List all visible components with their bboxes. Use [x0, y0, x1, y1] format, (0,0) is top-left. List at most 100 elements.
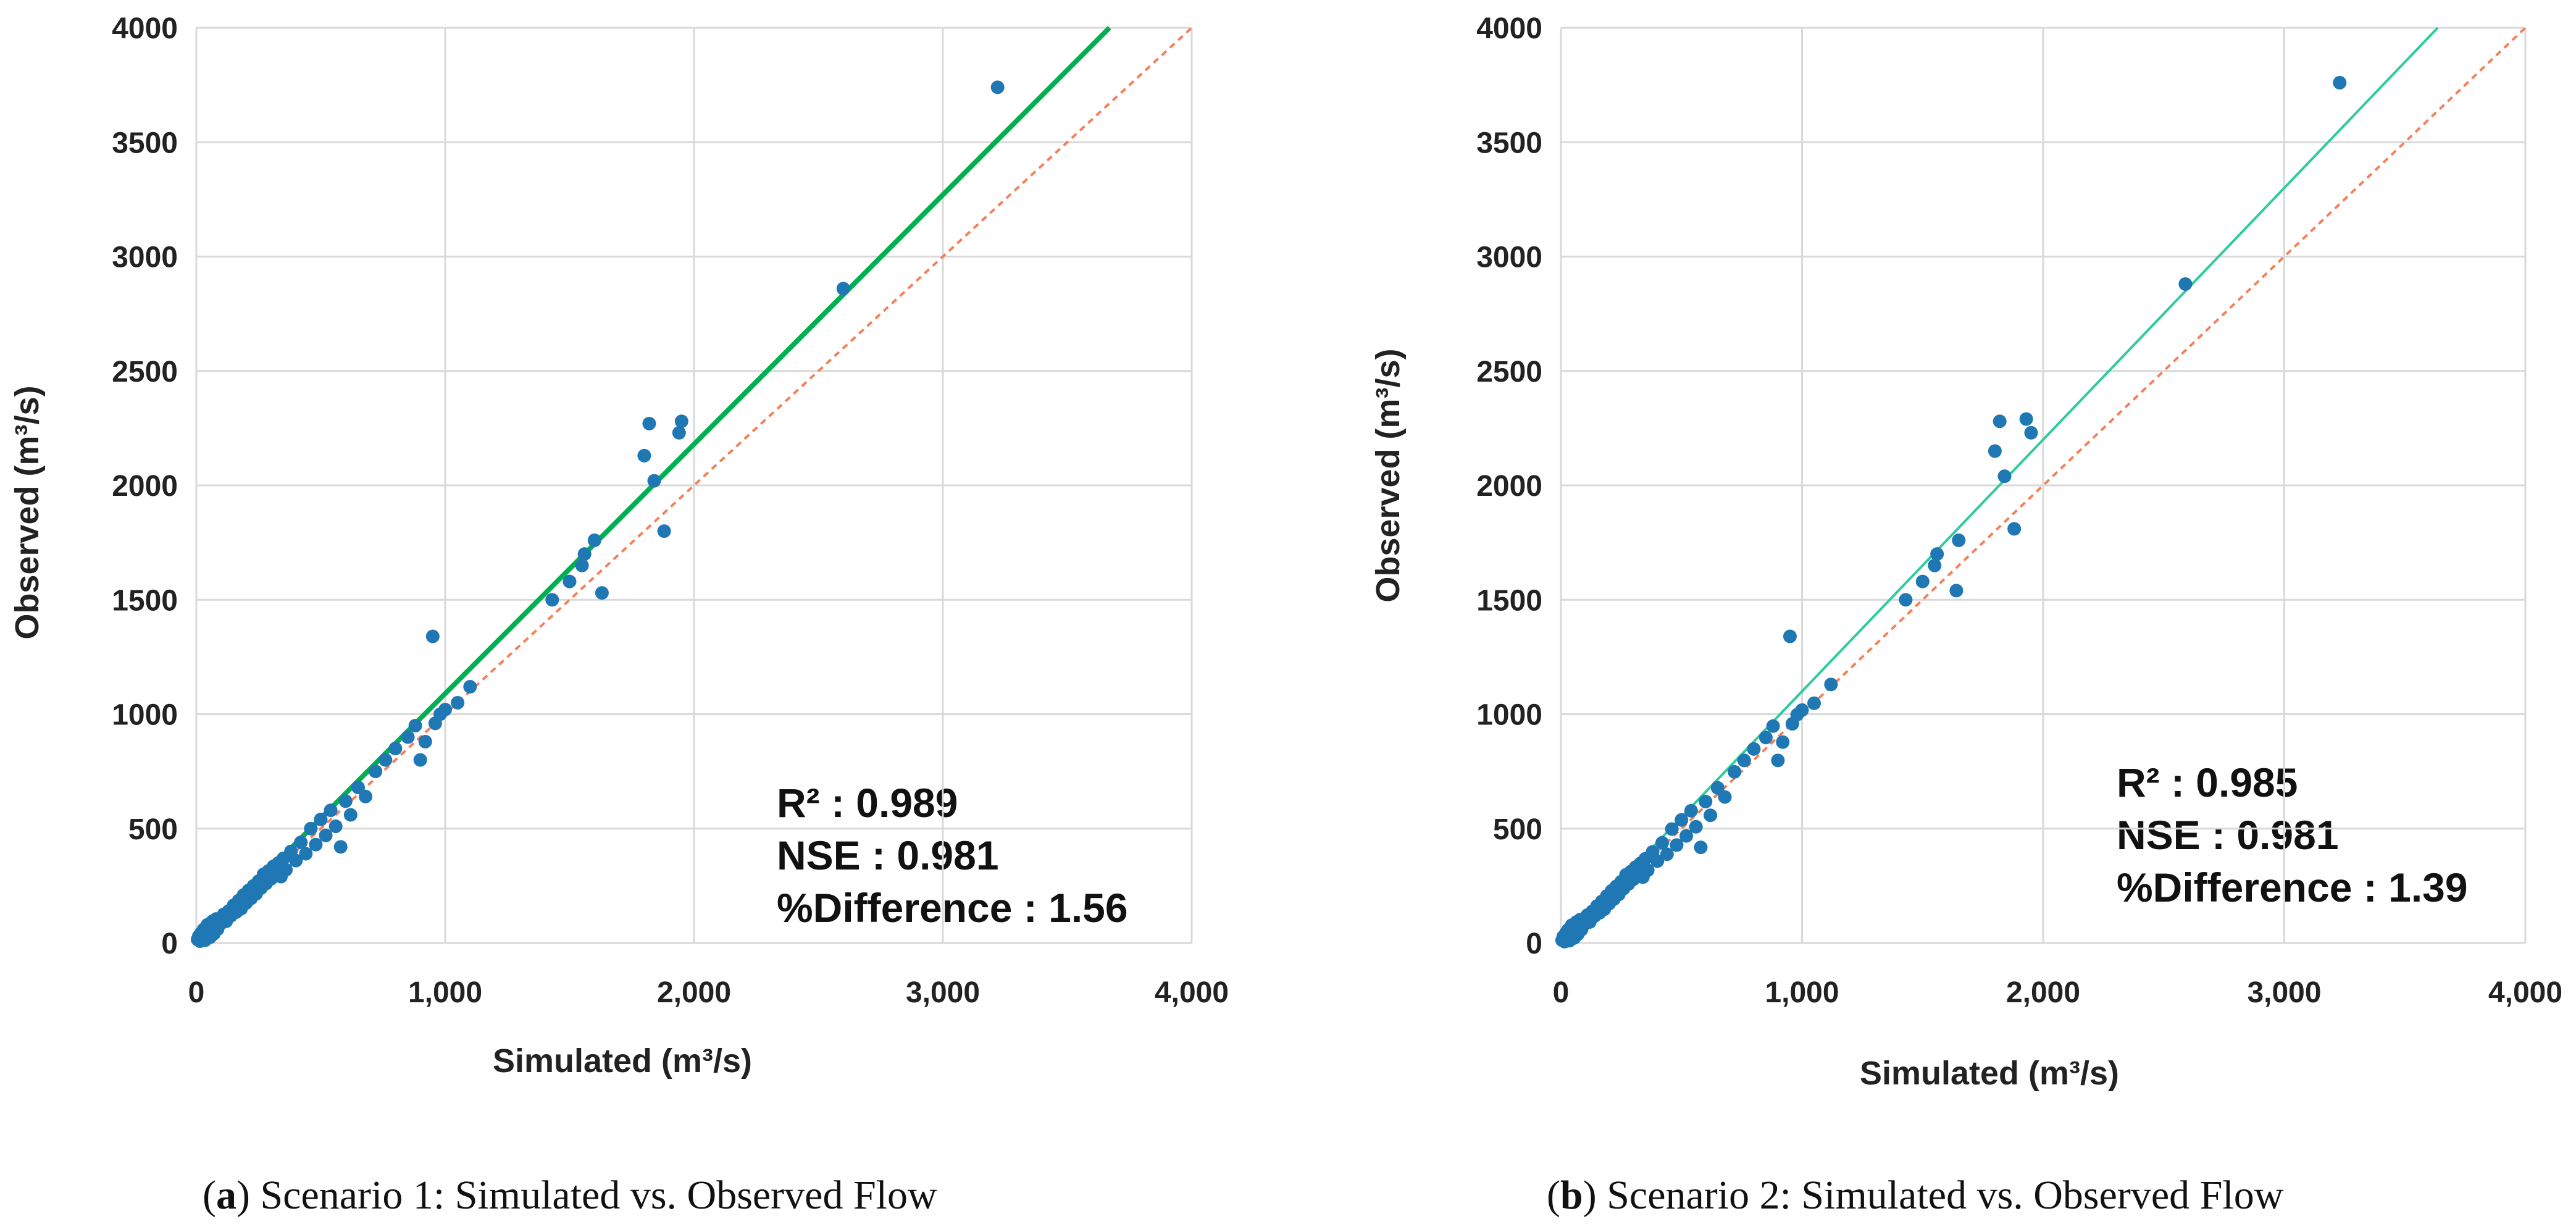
panel-a-data-point	[388, 742, 403, 756]
panel-b-fit-line	[1560, 27, 2439, 944]
panel-b-data-point	[1776, 735, 1790, 749]
panel-a-data-point	[990, 80, 1005, 94]
panel-b-data-point	[1710, 781, 1725, 795]
panel-a-data-point	[328, 819, 343, 834]
panel-b-y-tick-label: 3000	[1476, 241, 1542, 274]
panel-b-data-point	[2333, 75, 2347, 90]
panel-a-data-point	[425, 629, 440, 643]
panel-b-nse-stat: NSE : 0.981	[2117, 812, 2339, 858]
panel-b-x-tick-label: 1,000	[1765, 976, 1839, 1009]
panel-a-data-point	[333, 840, 348, 854]
panel-a-data-point	[463, 680, 477, 694]
panel-b-data-point	[1988, 444, 2002, 458]
panel-b-data-point	[1737, 753, 1751, 768]
panel-a-caption-text: Scenario 1: Simulated vs. Observed Flow	[260, 1173, 937, 1218]
panel-a-data-point	[647, 474, 661, 488]
panel-a-x-tick-label: 4,000	[1155, 976, 1229, 1009]
panel-b-data-point	[1783, 629, 1797, 643]
panel-a-x-tick-label: 0	[188, 976, 205, 1009]
panel-a-data-point	[545, 593, 559, 607]
panel-b-data-point	[1949, 584, 1963, 598]
panel-a-x-tick-label: 2,000	[657, 976, 731, 1009]
panel-a-data-point	[418, 734, 432, 748]
panel-a-data-point	[319, 828, 333, 842]
panel-a-data-point	[438, 703, 452, 717]
panel-a-x-tick-label: 1,000	[408, 976, 482, 1009]
panel-b-data-point	[1694, 840, 1708, 855]
panel-a-data-point	[595, 586, 609, 600]
panel-b-data-point	[1993, 414, 2007, 429]
panel-a-data-point	[674, 414, 688, 429]
panel-b-data-point	[1997, 469, 2012, 484]
panel-b-data-point	[1824, 677, 1838, 692]
panel-a-caption-letter: a	[216, 1173, 236, 1218]
panel-a-data-point	[343, 808, 358, 822]
panel-b-data-point	[1675, 813, 1689, 827]
panel-a-data-point	[401, 730, 415, 744]
panel-a-data-point	[351, 781, 365, 795]
panel-a-y-tick-label: 2500	[112, 356, 178, 388]
panel-b-x-axis-label: Simulated (m³/s)	[1860, 1055, 2119, 1092]
panel-a-data-point	[304, 821, 318, 836]
panel-a-data-point	[378, 753, 393, 767]
panel-b-data-point	[1704, 808, 1718, 823]
panel-b-data-point	[1684, 803, 1698, 818]
panel-a-y-tick-label: 1000	[112, 699, 178, 732]
panel-b-y-tick-label: 500	[1493, 813, 1542, 846]
panel-b-data-point	[1650, 854, 1665, 868]
panel-b-difference-stat: %Difference : 1.39	[2117, 865, 2468, 910]
panel-a-y-tick-label: 1500	[112, 584, 178, 617]
panel-a-data-point	[369, 765, 383, 779]
panel-a-y-axis-label: Observed (m³/s)	[9, 385, 46, 639]
panel-a-y-tick-label: 4000	[112, 12, 178, 45]
panel-b-y-tick-label: 3500	[1476, 127, 1542, 159]
panel-b-data-point	[1771, 753, 1785, 768]
panel-b-data-point	[1670, 838, 1684, 852]
panel-b-data-point	[1655, 836, 1670, 850]
panel-b-data-point	[2024, 425, 2038, 440]
panel-b-data-point	[2007, 522, 2022, 536]
panel-b-data-point	[1660, 847, 1674, 861]
panel-b-data-point	[1930, 547, 1944, 561]
panel-b-data-point	[1807, 696, 1821, 710]
panel-a-data-point	[359, 789, 373, 803]
panel-a-y-tick-label: 3500	[112, 127, 178, 159]
panel-b-data-point	[1641, 863, 1655, 878]
plot-layer: 0 500 1000 1500 2000 2500 3000 3500 4000 0 1,000 2,…	[112, 12, 2562, 1009]
panel-b-y-tick-label: 2000	[1476, 470, 1542, 503]
panel-a-data-point	[562, 574, 577, 589]
panel-b-data-point	[1766, 719, 1780, 733]
panel-b-data-point	[1915, 574, 1930, 589]
panel-a-data-point	[289, 853, 303, 868]
panel-a-data-point	[657, 524, 671, 538]
panel-b-y-tick-label: 1500	[1476, 584, 1542, 617]
panel-b-data-point	[1689, 819, 1703, 834]
panel-b-x-tick-label: 4,000	[2488, 976, 2562, 1009]
panel-b-data-point	[1728, 765, 1742, 779]
panel-a-data-point	[637, 448, 651, 463]
panel-b-data-point	[1665, 822, 1679, 836]
panel-b-x-tick-label: 3,000	[2247, 976, 2321, 1009]
panel-a-data-point	[299, 847, 313, 861]
panel-a-data-point	[294, 835, 308, 849]
panel-b-caption: (b) Scenario 2: Simulated vs. Observed F…	[1547, 1173, 2284, 1218]
panel-a-data-point	[642, 416, 656, 430]
panel-a-r2-stat: R² : 0.989	[777, 780, 958, 826]
panel-a-data-point	[309, 837, 323, 852]
panel-b-x-tick-label: 2,000	[2006, 976, 2080, 1009]
panel-b-y-tick-label: 0	[1526, 928, 1542, 960]
panel-a-y-tick-label: 0	[161, 928, 178, 960]
panel-b-data-point	[1795, 703, 1809, 717]
panel-a-y-tick-label: 3000	[112, 241, 178, 274]
panel-b-data-point	[1899, 593, 1913, 607]
panel-b-r2-stat: R² : 0.985	[2117, 760, 2298, 805]
panel-a-data-point	[314, 812, 328, 826]
panel-b-data-point	[1699, 795, 1713, 809]
panel-a-data-point	[279, 863, 293, 877]
panel-b-data-point	[1758, 731, 1773, 745]
panel-b-data-point	[1679, 829, 1694, 843]
panel-a-data-point	[836, 282, 850, 296]
panel-b-data-point	[1952, 533, 1966, 547]
panel-a-data-point	[324, 803, 338, 818]
